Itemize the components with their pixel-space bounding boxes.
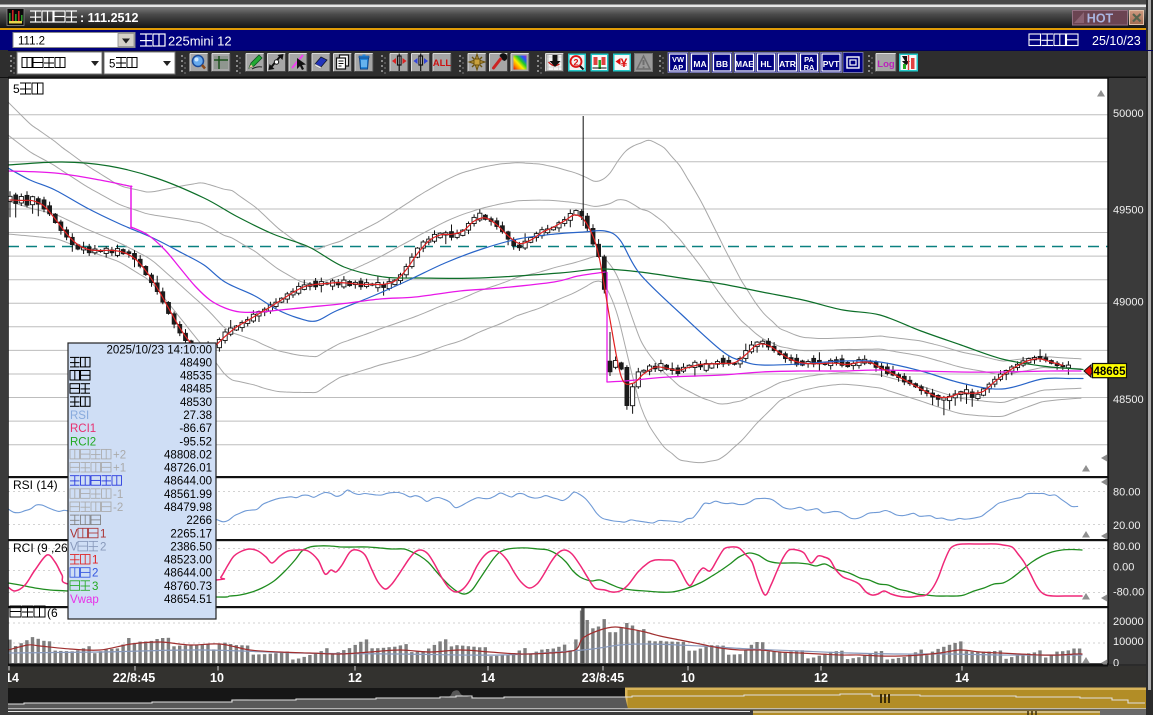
svg-text:49000: 49000 (1113, 297, 1144, 309)
svg-text:-80.00: -80.00 (1113, 587, 1144, 599)
svg-text:VW: VW (672, 55, 685, 64)
svg-text:48479.98: 48479.98 (164, 502, 212, 514)
svg-text:RSI (14): RSI (14) (13, 478, 58, 492)
svg-text:2266: 2266 (186, 515, 212, 527)
svg-text:25/10/23: 25/10/23 (1092, 34, 1141, 48)
svg-text:PVT: PVT (823, 59, 840, 69)
svg-text:48561.99: 48561.99 (164, 489, 212, 501)
svg-text:23/8:45: 23/8:45 (582, 671, 624, 685)
svg-text:RCI (9 ,26): RCI (9 ,26) (13, 541, 72, 555)
svg-text:2265.17: 2265.17 (170, 528, 212, 540)
svg-text:2: 2 (100, 541, 106, 553)
svg-text:48808.02: 48808.02 (164, 449, 212, 461)
svg-text:3: 3 (92, 581, 98, 593)
svg-text:10000: 10000 (1113, 636, 1144, 648)
svg-text:48535: 48535 (180, 371, 212, 383)
svg-text:0.00: 0.00 (1113, 562, 1134, 574)
svg-text:5: 5 (109, 59, 115, 71)
svg-text:HOT: HOT (1087, 12, 1114, 26)
svg-text:27.38: 27.38 (183, 410, 212, 422)
svg-text:PA: PA (804, 55, 814, 64)
svg-text:V: V (70, 528, 78, 540)
svg-text:48665: 48665 (1094, 366, 1127, 378)
svg-text:20000: 20000 (1113, 616, 1144, 628)
svg-text:-86.67: -86.67 (179, 423, 212, 435)
svg-text:5: 5 (13, 82, 20, 96)
svg-text:2: 2 (573, 58, 578, 68)
svg-text:225mini 12: 225mini 12 (168, 34, 232, 49)
svg-text:V: V (70, 541, 78, 553)
svg-text:48530: 48530 (180, 397, 212, 409)
svg-text:BB: BB (716, 59, 728, 69)
svg-text:12: 12 (814, 671, 828, 685)
svg-text:48500: 48500 (1113, 394, 1144, 406)
svg-text:2: 2 (92, 568, 98, 580)
svg-text:MA: MA (693, 59, 706, 69)
svg-text:50000: 50000 (1113, 108, 1144, 120)
svg-text:12: 12 (348, 671, 362, 685)
svg-text:0: 0 (1113, 658, 1119, 670)
svg-text:AP: AP (673, 63, 683, 72)
svg-text:20.00: 20.00 (1113, 520, 1141, 532)
svg-text:48760.73: 48760.73 (164, 581, 212, 593)
svg-text:49500: 49500 (1113, 205, 1144, 217)
svg-text:48654.51: 48654.51 (164, 594, 212, 606)
svg-text:+2: +2 (113, 449, 126, 461)
svg-text:ATR: ATR (779, 59, 796, 69)
svg-text:RCI1: RCI1 (70, 423, 96, 435)
svg-text:: 111.2512: : 111.2512 (80, 11, 138, 25)
svg-text:-2: -2 (113, 502, 123, 514)
svg-text:14: 14 (5, 671, 19, 685)
svg-text:2025/10/23 14:10:00: 2025/10/23 14:10:00 (106, 344, 212, 356)
svg-text:2386.50: 2386.50 (170, 541, 212, 553)
svg-text:10: 10 (210, 671, 224, 685)
svg-text:14: 14 (955, 671, 969, 685)
svg-text:RCI2: RCI2 (70, 436, 96, 448)
svg-text:48644.00: 48644.00 (164, 476, 212, 488)
svg-text:RSI: RSI (70, 410, 89, 422)
svg-text:14: 14 (481, 671, 495, 685)
svg-text:22/8:45: 22/8:45 (113, 671, 155, 685)
svg-text:80.00: 80.00 (1113, 487, 1141, 499)
svg-text:RA: RA (804, 63, 815, 72)
svg-text:80.00: 80.00 (1113, 541, 1141, 553)
svg-text:48644.00: 48644.00 (164, 568, 212, 580)
svg-text:+1: +1 (113, 463, 126, 475)
svg-text:MAE: MAE (735, 59, 754, 69)
svg-text:10: 10 (681, 671, 695, 685)
svg-text:-1: -1 (113, 489, 123, 501)
svg-text:111.2: 111.2 (18, 36, 45, 48)
svg-text:-95.52: -95.52 (179, 436, 212, 448)
svg-text:Vwap: Vwap (70, 594, 99, 606)
svg-text:(6: (6 (47, 606, 58, 620)
svg-text:HL: HL (760, 59, 771, 69)
svg-text:1: 1 (92, 555, 98, 567)
svg-text:48485: 48485 (180, 384, 212, 396)
svg-text:48523.00: 48523.00 (164, 555, 212, 567)
svg-text:1: 1 (100, 528, 106, 540)
svg-text:¥: ¥ (621, 56, 628, 70)
svg-text:ALL: ALL (433, 58, 452, 69)
svg-text:48726.01: 48726.01 (164, 463, 212, 475)
svg-text:Log: Log (877, 59, 895, 70)
svg-text:48490: 48490 (180, 357, 212, 369)
